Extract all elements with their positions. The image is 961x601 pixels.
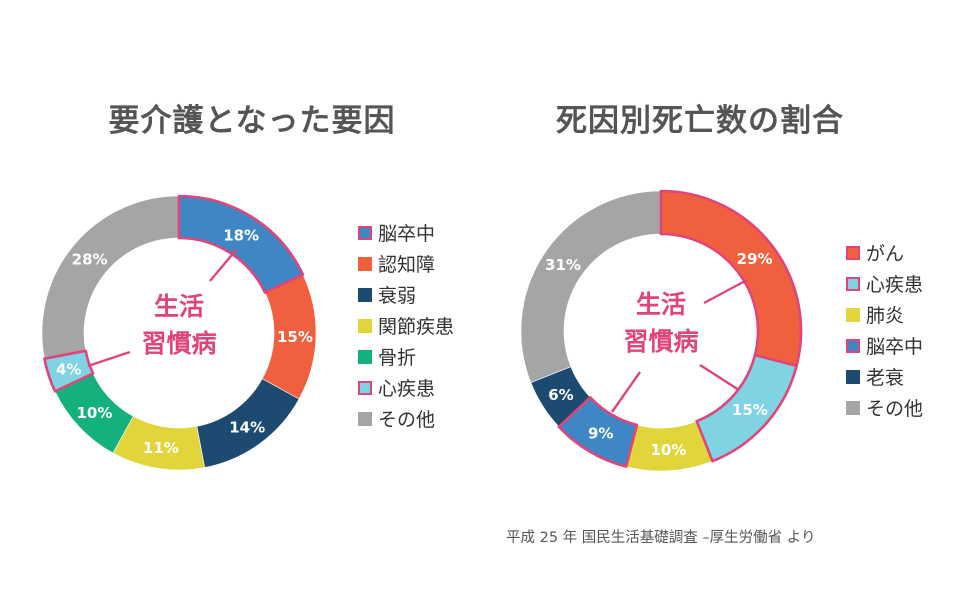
slice-value-label: 14% bbox=[229, 418, 265, 436]
legend-care-factors: 脳卒中認知障衰弱関節疾患骨折心疾患その他 bbox=[358, 217, 454, 434]
slice-value-label: 18% bbox=[223, 227, 259, 245]
legend-label: 肺炎 bbox=[866, 305, 905, 327]
slice-value-label: 28% bbox=[72, 251, 108, 269]
center-label: 生活 bbox=[636, 290, 686, 319]
legend-label: がん bbox=[866, 243, 905, 265]
pointer-line bbox=[699, 363, 740, 392]
slice-老衰 bbox=[530, 366, 591, 428]
slice-value-label: 31% bbox=[545, 256, 581, 274]
legend-item: その他 bbox=[846, 392, 923, 423]
slice-value-label: 15% bbox=[277, 328, 313, 346]
legend-item: 関節疾患 bbox=[358, 310, 454, 341]
slice-脳卒中 bbox=[557, 396, 639, 468]
slice-がん bbox=[659, 189, 803, 368]
legend-item: がん bbox=[846, 237, 923, 268]
slice-value-label: 6% bbox=[548, 386, 573, 404]
pointer-line bbox=[87, 350, 131, 368]
slice-その他 bbox=[520, 190, 662, 383]
legend-label: 老衰 bbox=[866, 367, 905, 389]
legend-swatch bbox=[846, 276, 860, 291]
center-label: 生活 bbox=[154, 292, 204, 321]
pointer-line bbox=[611, 371, 641, 413]
legend-item: 心疾患 bbox=[358, 372, 454, 403]
source-note: 平成 25 年 国民生活基礎調査 –厚生労働省 より bbox=[506, 530, 816, 546]
legend-swatch bbox=[358, 411, 372, 426]
legend-label: 認知障 bbox=[378, 254, 436, 276]
pointer-line bbox=[209, 249, 237, 282]
slice-value-label: 4% bbox=[56, 360, 81, 378]
slice-認知障 bbox=[261, 274, 317, 400]
slice-value-label: 11% bbox=[143, 439, 179, 457]
legend-item: 心疾患 bbox=[846, 268, 923, 299]
legend-label: 心疾患 bbox=[866, 274, 924, 296]
slice-脳卒中 bbox=[177, 194, 305, 294]
legend-swatch bbox=[846, 245, 860, 260]
legend-label: その他 bbox=[378, 409, 436, 431]
legend-swatch bbox=[358, 256, 372, 271]
slice-value-label: 10% bbox=[76, 404, 112, 422]
legend-item: 認知障 bbox=[358, 248, 454, 279]
legend-swatch bbox=[358, 225, 372, 240]
slice-value-label: 9% bbox=[588, 424, 613, 442]
legend-item: 老衰 bbox=[846, 361, 923, 392]
legend-swatch bbox=[358, 349, 372, 364]
pointer-line bbox=[703, 278, 748, 305]
slice-衰弱 bbox=[196, 378, 300, 468]
legend-label: 脳卒中 bbox=[866, 336, 924, 358]
legend-item: 脳卒中 bbox=[846, 330, 923, 361]
legend-swatch bbox=[846, 307, 860, 322]
legend-label: 衰弱 bbox=[378, 285, 417, 307]
legend-swatch bbox=[846, 369, 860, 384]
slice-その他 bbox=[41, 195, 180, 359]
slice-value-label: 29% bbox=[737, 250, 773, 268]
legend-label: 骨折 bbox=[378, 347, 417, 369]
legend-item: その他 bbox=[358, 403, 454, 434]
legend-swatch bbox=[358, 380, 372, 395]
slice-value-label: 15% bbox=[732, 401, 768, 419]
center-label: 習慣病 bbox=[141, 329, 216, 358]
legend-label: 心疾患 bbox=[378, 378, 436, 400]
legend-label: 脳卒中 bbox=[378, 223, 436, 245]
slice-関節疾患 bbox=[112, 415, 205, 471]
legend-label: その他 bbox=[866, 398, 924, 420]
legend-swatch bbox=[358, 318, 372, 333]
slice-value-label: 10% bbox=[650, 441, 686, 459]
legend-swatch bbox=[846, 338, 860, 353]
center-label: 習慣病 bbox=[623, 327, 698, 356]
legend-item: 骨折 bbox=[358, 341, 454, 372]
slice-心疾患 bbox=[43, 349, 95, 393]
chart-title-left: 要介護となった要因 bbox=[108, 103, 396, 139]
slice-心疾患 bbox=[695, 353, 798, 463]
slice-骨折 bbox=[54, 373, 134, 454]
legend-item: 肺炎 bbox=[846, 299, 923, 330]
slice-肺炎 bbox=[625, 420, 713, 472]
legend-swatch bbox=[358, 287, 372, 302]
legend-death-causes: がん心疾患肺炎脳卒中老衰その他 bbox=[846, 237, 923, 423]
legend-swatch bbox=[846, 400, 860, 415]
legend-label: 関節疾患 bbox=[378, 316, 455, 338]
chart-title-right: 死因別死亡数の割合 bbox=[556, 103, 844, 139]
legend-item: 脳卒中 bbox=[358, 217, 454, 248]
legend-item: 衰弱 bbox=[358, 279, 454, 310]
